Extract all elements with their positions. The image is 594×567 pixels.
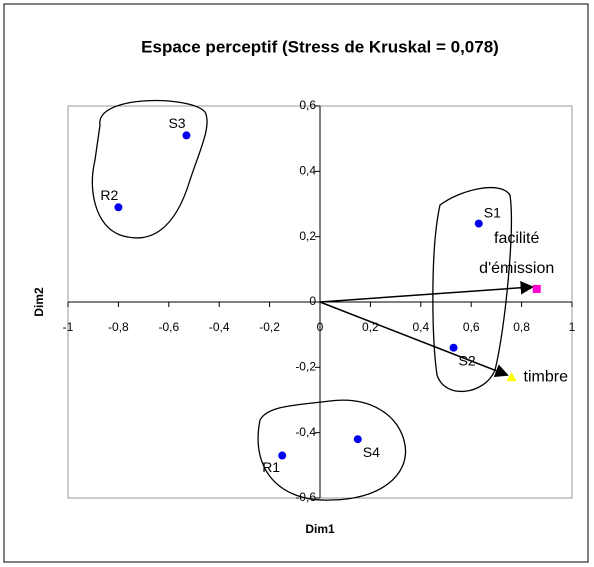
x-tick-label: 0,4	[412, 320, 429, 334]
y-tick-label: 0,6	[299, 98, 316, 112]
point-label: S4	[363, 444, 380, 460]
y-axis-label: Dim2	[32, 287, 46, 317]
point	[353, 435, 362, 444]
cluster-outline	[257, 399, 407, 501]
y-tick-label: 0,4	[299, 164, 316, 178]
x-tick-label: -0,4	[209, 320, 230, 334]
x-tick-label: 1	[569, 320, 576, 334]
point-label: R1	[262, 459, 280, 475]
point	[182, 131, 191, 140]
vector-label: facilité	[494, 230, 539, 247]
cluster-outline	[91, 99, 208, 239]
point-label: S3	[168, 115, 185, 131]
point	[114, 203, 123, 212]
vector-marker	[532, 284, 541, 293]
y-tick-label: 0,2	[299, 229, 316, 243]
vector-label: d'émission	[479, 260, 554, 277]
x-tick-label: -0,6	[158, 320, 179, 334]
y-tick-label: -0,2	[295, 360, 316, 374]
point	[474, 219, 483, 228]
vector-label: timbre	[524, 368, 569, 385]
y-tick-label: 0	[309, 294, 316, 308]
chart-title: Espace perceptif (Stress de Kruskal = 0,…	[141, 37, 499, 56]
y-tick-label: -0,4	[295, 425, 316, 439]
point-label: R2	[100, 187, 118, 203]
y-tick-label: -0,6	[295, 490, 316, 504]
point	[278, 451, 287, 460]
vector-marker	[506, 372, 517, 382]
x-axis-label: Dim1	[305, 522, 335, 536]
point-label: S1	[484, 204, 501, 220]
vector-arrow	[319, 301, 509, 378]
point	[449, 343, 458, 352]
x-tick-label: -1	[63, 320, 74, 334]
x-tick-label: 0	[317, 320, 324, 334]
x-tick-label: 0,6	[463, 320, 480, 334]
x-tick-label: -0,2	[259, 320, 280, 334]
chart-frame	[3, 3, 589, 563]
point-label: S2	[459, 352, 476, 368]
x-tick-label: 0,8	[513, 320, 530, 334]
vector-arrow	[319, 281, 535, 303]
x-tick-label: -0,8	[108, 320, 129, 334]
